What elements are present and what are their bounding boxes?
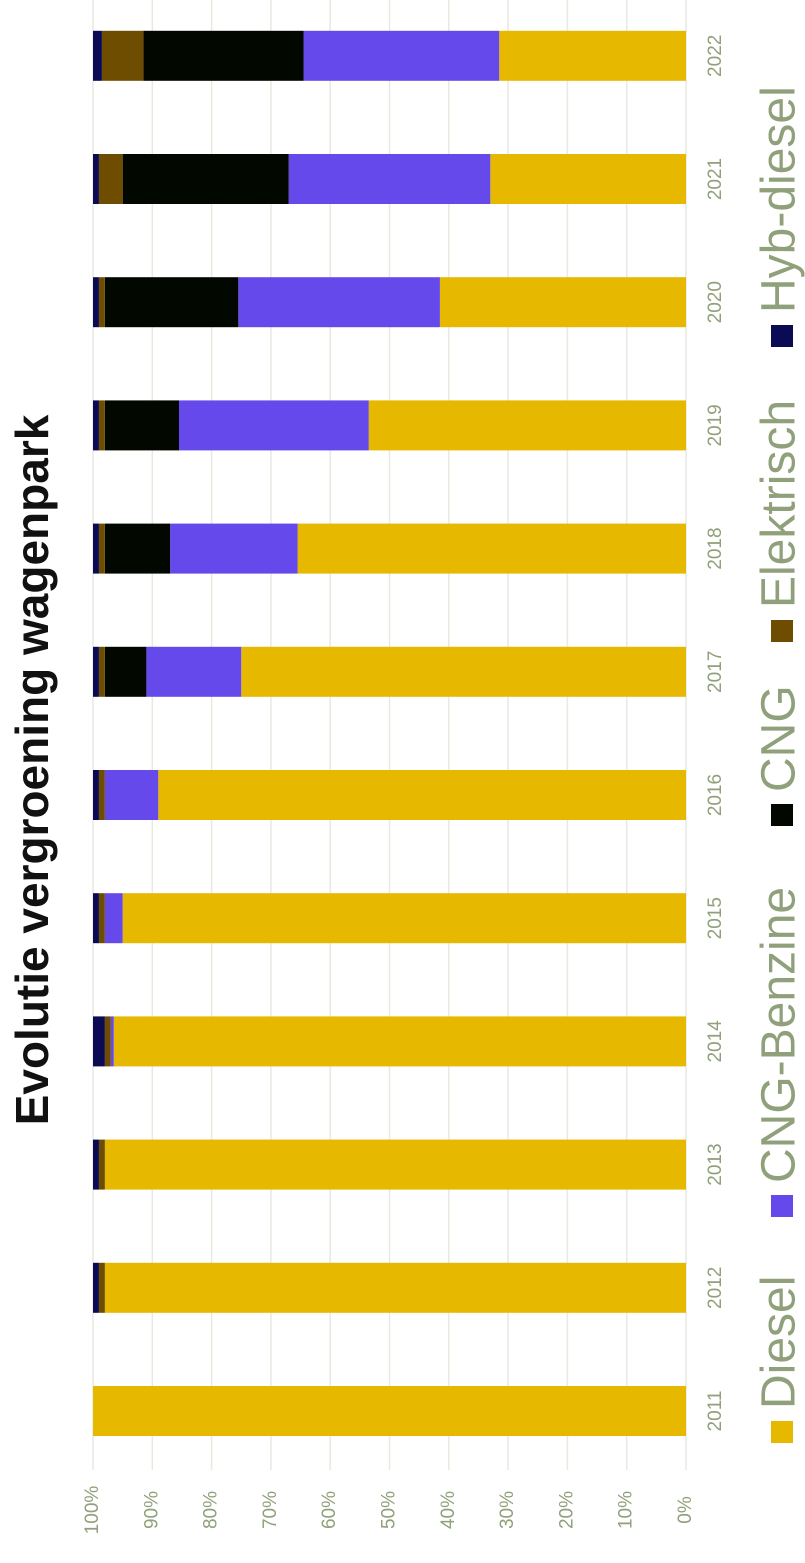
bar-segment-diesel-2016 xyxy=(158,770,686,820)
bar-segment-cng-benzine-2022 xyxy=(304,31,500,81)
legend-swatch-diesel xyxy=(771,1421,793,1443)
bar-segment-elektrisch-2017 xyxy=(99,647,105,697)
value-tick-label: 60% xyxy=(319,1491,340,1529)
bar-segment-cng-benzine-2019 xyxy=(179,400,369,450)
category-axis-ticks: 2011 2012 2013 2014 2015 2016 2017 2018 2019 2020… xyxy=(705,35,726,1432)
bar-segment-elektrisch-2020 xyxy=(99,277,105,327)
category-tick-label: 2012 xyxy=(705,1267,726,1309)
category-tick-label: 2014 xyxy=(705,1020,726,1063)
bar-segment-hyb-diesel-2017 xyxy=(93,647,99,697)
bar-segment-diesel-2015 xyxy=(123,893,686,943)
bar-segment-diesel-2022 xyxy=(499,31,686,81)
bar-segment-hyb-diesel-2019 xyxy=(93,400,99,450)
category-tick-label: 2018 xyxy=(705,527,726,569)
value-tick-label: 0% xyxy=(675,1496,696,1524)
bar-segment-elektrisch-2021 xyxy=(99,154,123,204)
value-tick-label: 20% xyxy=(556,1491,577,1529)
category-tick-label: 2022 xyxy=(705,35,726,77)
bar-segment-diesel-2021 xyxy=(490,154,686,204)
value-tick-label: 100% xyxy=(82,1486,103,1535)
bar-segment-hyb-diesel-2018 xyxy=(93,524,99,574)
legend-swatch-elektrisch xyxy=(771,620,793,642)
value-tick-label: 70% xyxy=(260,1491,281,1529)
legend-label: CNG-Benzine xyxy=(753,887,805,1183)
value-tick-label: 90% xyxy=(141,1491,162,1529)
bar-segment-diesel-2011 xyxy=(93,1386,686,1436)
category-tick-label: 2011 xyxy=(705,1391,726,1432)
bar-segment-cng-benzine-2014 xyxy=(111,1016,114,1066)
bar-segment-cng-benzine-2020 xyxy=(238,277,440,327)
bar-segment-hyb-diesel-2013 xyxy=(93,1140,99,1190)
chart-title: Evolutie vergroening wagenpark xyxy=(6,414,58,1125)
bar-segment-elektrisch-2013 xyxy=(99,1140,105,1190)
bar-segment-elektrisch-2012 xyxy=(99,1263,105,1313)
legend-label: CNG xyxy=(753,685,805,792)
value-tick-label: 30% xyxy=(497,1491,518,1529)
bar-segment-diesel-2014 xyxy=(114,1016,686,1066)
bar-segment-elektrisch-2022 xyxy=(102,31,144,81)
bar-segment-hyb-diesel-2015 xyxy=(93,893,99,943)
bar-segment-hyb-diesel-2021 xyxy=(93,154,99,204)
bar-segment-cng-benzine-2016 xyxy=(105,770,158,820)
bar-segment-elektrisch-2014 xyxy=(105,1016,111,1066)
legend: Diesel CNG-Benzine CNG Elektrisch Hyb-diesel xyxy=(753,86,805,1443)
category-tick-label: 2020 xyxy=(705,281,726,323)
legend-label: Diesel xyxy=(753,1276,805,1409)
bar-segment-cng-benzine-2015 xyxy=(105,893,123,943)
category-tick-label: 2019 xyxy=(705,404,726,446)
category-tick-label: 2015 xyxy=(705,897,726,939)
bar-segment-hyb-diesel-2016 xyxy=(93,770,99,820)
bar-segment-elektrisch-2016 xyxy=(99,770,105,820)
bar-segment-cng-benzine-2017 xyxy=(146,647,241,697)
bar-segment-hyb-diesel-2012 xyxy=(93,1263,99,1313)
value-axis-ticks: 0% 10% 20% 30% 40% 50% 60% 70% 80% 90% 100% xyxy=(82,1486,696,1535)
bar-segment-diesel-2018 xyxy=(298,524,686,574)
value-tick-label: 40% xyxy=(438,1491,459,1529)
bar-segment-cng-2020 xyxy=(105,277,238,327)
category-tick-label: 2013 xyxy=(705,1143,726,1185)
value-tick-label: 80% xyxy=(201,1491,222,1529)
bar-segment-cng-2017 xyxy=(105,647,147,697)
bar-segment-cng-benzine-2018 xyxy=(170,524,297,574)
bar-segment-cng-2018 xyxy=(105,524,170,574)
category-tick-label: 2021 xyxy=(705,158,726,200)
bar-segment-elektrisch-2015 xyxy=(99,893,105,943)
bar-segment-elektrisch-2019 xyxy=(99,400,105,450)
bar-segment-diesel-2020 xyxy=(440,277,686,327)
legend-swatch-cng xyxy=(771,804,793,826)
bar-segment-diesel-2019 xyxy=(369,400,686,450)
bar-segment-diesel-2013 xyxy=(105,1140,686,1190)
bar-segment-elektrisch-2018 xyxy=(99,524,105,574)
gridlines xyxy=(93,0,686,1470)
legend-swatch-hyb-diesel xyxy=(771,325,793,347)
legend-label: Elektrisch xyxy=(753,400,805,608)
bar-segment-hyb-diesel-2014 xyxy=(93,1016,105,1066)
category-tick-label: 2017 xyxy=(705,651,726,693)
bar-segment-hyb-diesel-2022 xyxy=(93,31,102,81)
bar-segment-cng-2022 xyxy=(143,31,303,81)
category-tick-label: 2016 xyxy=(705,774,726,816)
bar-segment-hyb-diesel-2020 xyxy=(93,277,99,327)
legend-swatch-cng-benzine xyxy=(771,1195,793,1217)
value-tick-label: 10% xyxy=(616,1491,637,1529)
bar-segment-diesel-2017 xyxy=(241,647,686,697)
value-tick-label: 50% xyxy=(379,1491,400,1529)
legend-label: Hyb-diesel xyxy=(753,86,805,313)
bar-segment-diesel-2012 xyxy=(105,1263,686,1313)
bar-segment-cng-2019 xyxy=(105,400,179,450)
bar-segment-cng-2021 xyxy=(123,154,289,204)
bar-segment-cng-benzine-2021 xyxy=(289,154,491,204)
